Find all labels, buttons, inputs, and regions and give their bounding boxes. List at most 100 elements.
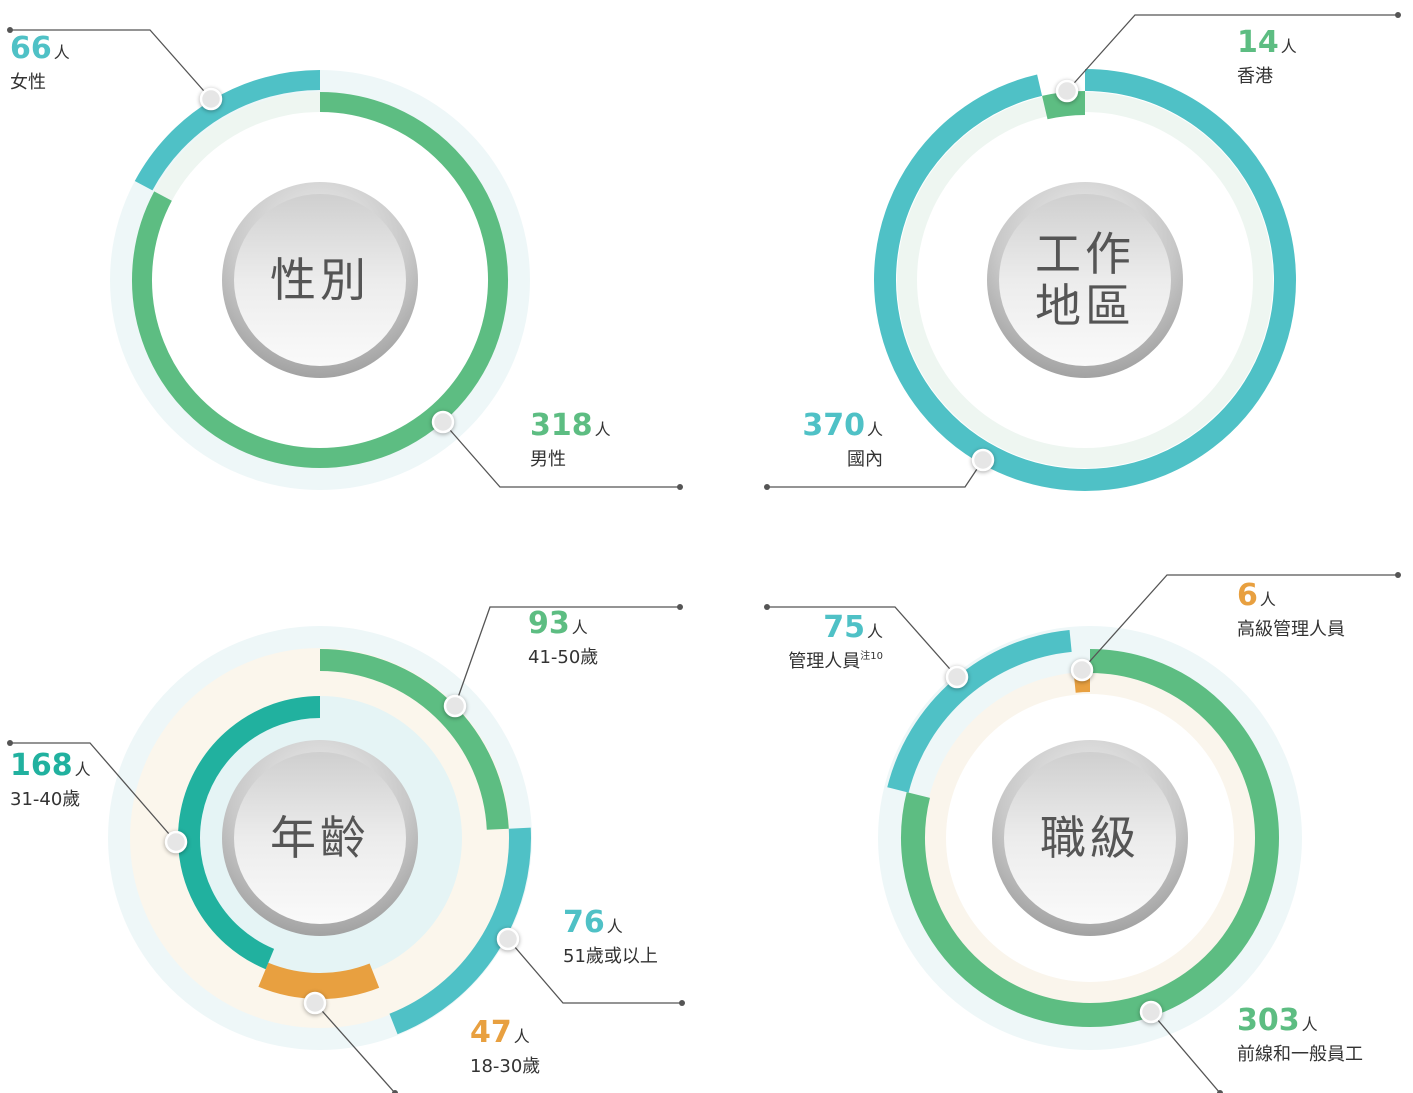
- center-title: 職級: [1040, 811, 1140, 865]
- value-unit: 人: [514, 1027, 530, 1046]
- segment-name-text: 男性: [530, 449, 566, 470]
- segment-name-text: 管理人員: [788, 651, 860, 672]
- value-unit: 人: [75, 760, 91, 779]
- value-label: 76 人: [563, 905, 623, 940]
- value-number: 75: [823, 610, 865, 645]
- value-number: 370: [802, 408, 865, 443]
- donut-segment: [132, 92, 508, 468]
- segment-name-text: 高級管理人員: [1237, 619, 1345, 640]
- value-number: 93: [528, 606, 570, 641]
- leader-end: [764, 604, 770, 610]
- leader-line: [1150, 1011, 1221, 1093]
- value-label: 75 人: [823, 610, 883, 645]
- leader-end: [764, 484, 770, 490]
- center-button-face: [999, 194, 1171, 366]
- segment-name-text: 前線和一般員工: [1237, 1044, 1363, 1065]
- value-label: 303 人: [1237, 1003, 1318, 1038]
- leader-end: [677, 484, 683, 490]
- donut-segment: [901, 649, 1279, 1027]
- value-number: 66: [10, 31, 52, 66]
- value-label: 168 人: [10, 748, 91, 783]
- value-number: 47: [470, 1015, 512, 1050]
- center-title: 性別: [270, 253, 370, 307]
- callout-dot: [1070, 658, 1094, 682]
- donut-segment: [887, 630, 1072, 793]
- value-number: 6: [1237, 578, 1258, 613]
- value-number: 318: [530, 408, 593, 443]
- leader-line: [10, 742, 177, 843]
- value-unit: 人: [1260, 590, 1276, 609]
- segment-name-text: 國內: [847, 449, 883, 470]
- value-number: 168: [10, 748, 73, 783]
- leader-end: [1217, 1090, 1223, 1093]
- leader-end: [392, 1090, 398, 1093]
- callout-dot: [1055, 79, 1079, 103]
- callout-dot: [945, 665, 969, 689]
- segment-name-text: 41-50歲: [528, 647, 598, 668]
- segment-name-text: 女性: [10, 72, 46, 93]
- segment-name: 41-50歲: [528, 647, 598, 668]
- value-label: 93 人: [528, 606, 588, 641]
- donut-segment: [1042, 91, 1086, 120]
- callout-dot: [431, 410, 455, 434]
- value-number: 14: [1237, 25, 1279, 60]
- value-label: 47 人: [470, 1015, 530, 1050]
- segment-name-text: 18-30歲: [470, 1056, 540, 1077]
- segment-name: 管理人員注10: [788, 649, 883, 672]
- value-label: 66 人: [10, 31, 70, 66]
- segment-name: 31-40歲: [10, 789, 80, 810]
- segment-note: 注10: [860, 649, 883, 662]
- leader-line: [1066, 14, 1398, 92]
- value-unit: 人: [867, 622, 883, 641]
- leader-line: [767, 606, 958, 678]
- center-button-face: [234, 194, 406, 366]
- value-label: 14 人: [1237, 25, 1297, 60]
- leader-end: [7, 27, 13, 33]
- segment-name: 高級管理人員: [1237, 619, 1345, 640]
- leader-line: [314, 1002, 396, 1093]
- leader-end: [1395, 572, 1401, 578]
- value-unit: 人: [1281, 37, 1297, 56]
- callout-dot: [303, 991, 327, 1015]
- donut-segment: [319, 649, 509, 830]
- center-button-face: [1004, 752, 1176, 924]
- leader-end: [7, 740, 13, 746]
- segment-name: 18-30歲: [470, 1056, 540, 1077]
- callout-dot: [199, 87, 223, 111]
- callout-dot: [1139, 1000, 1163, 1024]
- value-unit: 人: [607, 917, 623, 936]
- segment-name: 51歲或以上: [563, 946, 658, 967]
- leader-line: [442, 421, 680, 488]
- leader-line: [1081, 574, 1398, 671]
- donut-segment: [874, 69, 1296, 491]
- donut-segment: [178, 696, 321, 970]
- center-title: 工作: [1035, 227, 1135, 281]
- segment-name-text: 香港: [1237, 66, 1273, 87]
- donut-segment: [258, 962, 380, 999]
- segment-name: 女性: [10, 72, 46, 93]
- leader-line: [454, 606, 680, 707]
- value-unit: 人: [595, 420, 611, 439]
- value-label: 370 人: [802, 408, 883, 443]
- callout-dot: [164, 830, 188, 854]
- center-button-face: [234, 752, 406, 924]
- leader-line: [507, 938, 682, 1004]
- callout-dot: [443, 694, 467, 718]
- value-number: 303: [1237, 1003, 1300, 1038]
- callout-dot: [971, 448, 995, 472]
- segment-name-text: 31-40歲: [10, 789, 80, 810]
- leader-end: [677, 604, 683, 610]
- value-number: 76: [563, 905, 605, 940]
- center-title: 地區: [1035, 279, 1135, 333]
- leader-end: [679, 1000, 685, 1006]
- segment-name: 國內: [847, 449, 883, 470]
- donut-segment: [389, 827, 531, 1035]
- value-label: 318 人: [530, 408, 611, 443]
- value-unit: 人: [572, 618, 588, 637]
- callout-dot: [496, 927, 520, 951]
- value-unit: 人: [54, 43, 70, 62]
